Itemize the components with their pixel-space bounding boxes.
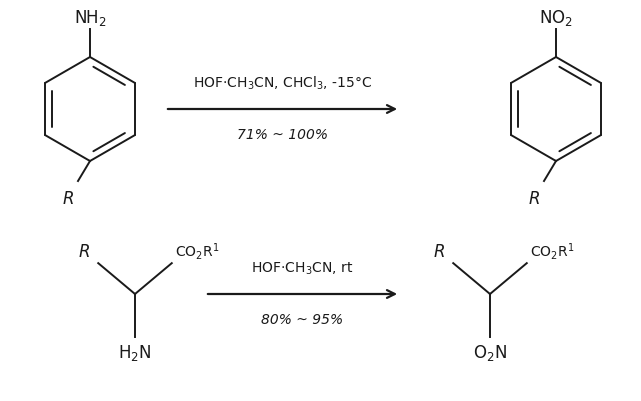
Text: O$_2$N: O$_2$N (473, 342, 507, 362)
Text: HOF·CH$_3$CN, CHCl$_3$, -15°C: HOF·CH$_3$CN, CHCl$_3$, -15°C (193, 75, 372, 92)
Text: NH$_2$: NH$_2$ (74, 8, 106, 28)
Text: CO$_2$R$^1$: CO$_2$R$^1$ (529, 241, 574, 261)
Text: H$_2$N: H$_2$N (119, 342, 152, 362)
Text: NO$_2$: NO$_2$ (539, 8, 573, 28)
Text: R: R (79, 243, 90, 261)
Text: R: R (434, 243, 445, 261)
Text: R: R (528, 190, 540, 207)
Text: CO$_2$R$^1$: CO$_2$R$^1$ (175, 241, 219, 261)
Text: 71% ~ 100%: 71% ~ 100% (237, 128, 328, 142)
Text: HOF·CH$_3$CN, rt: HOF·CH$_3$CN, rt (251, 260, 354, 276)
Text: R: R (62, 190, 74, 207)
Text: 80% ~ 95%: 80% ~ 95% (262, 312, 344, 326)
